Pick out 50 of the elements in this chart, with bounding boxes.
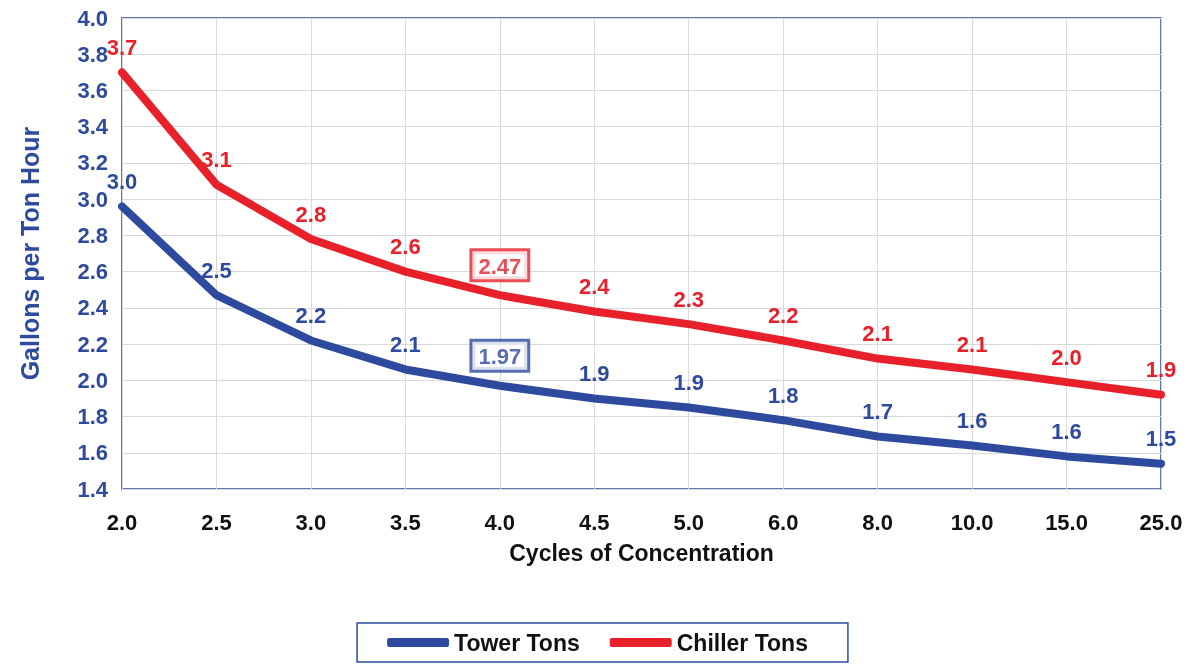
x-tick-label: 4.5	[578, 509, 610, 535]
y-tick-label: 3.4	[77, 114, 109, 140]
data-label: 2.3	[673, 286, 705, 312]
data-label: 1.6	[1051, 418, 1082, 444]
x-tick-label: 3.0	[295, 509, 327, 535]
y-tick-label: 3.6	[77, 77, 108, 103]
data-label: 2.5	[201, 257, 232, 283]
data-label: 1.9	[578, 360, 610, 386]
y-tick-label: 1.4	[77, 476, 109, 502]
x-tick-label: 25.0	[1139, 509, 1183, 535]
x-axis-title: Cycles of Concentration	[509, 539, 774, 566]
data-label: 1.9	[673, 369, 705, 395]
y-axis-title: Gallons per Ton Hour	[15, 126, 44, 381]
x-tick-label: 2.5	[201, 509, 232, 535]
data-label: 2.8	[295, 201, 327, 227]
x-tick-label: 8.0	[862, 509, 893, 535]
x-tick-label: 2.0	[106, 509, 138, 535]
data-label: 1.6	[956, 408, 988, 434]
x-tick-label: 6.0	[767, 509, 799, 535]
y-tick-label: 2.8	[77, 222, 108, 248]
y-tick-label: 2.2	[77, 331, 108, 357]
x-tick-label: 10.0	[950, 509, 994, 535]
y-tick-label: 3.2	[77, 150, 108, 176]
data-label: 2.0	[1051, 344, 1082, 370]
x-tick-label: 4.0	[484, 509, 516, 535]
legend-label: Tower Tons	[454, 629, 580, 656]
data-label: 2.2	[767, 302, 799, 328]
x-tick-label: 3.5	[390, 509, 421, 535]
data-label: 1.8	[767, 382, 799, 408]
x-tick-label: 15.0	[1045, 509, 1088, 535]
y-tick-label: 1.6	[77, 440, 108, 466]
data-label: 2.1	[956, 331, 988, 357]
y-tick-label: 1.8	[77, 404, 108, 430]
annotation: 1.97	[478, 344, 522, 370]
data-label: 2.1	[390, 331, 421, 357]
data-label: 2.2	[295, 302, 327, 328]
x-tick-label: 5.0	[673, 509, 705, 535]
y-tick-label: 4.0	[77, 5, 108, 31]
y-tick-label: 3.8	[77, 41, 108, 67]
data-label: 3.1	[201, 147, 232, 173]
data-label: 2.4	[578, 273, 611, 299]
legend-label: Chiller Tons	[676, 629, 808, 656]
annotation: 2.47	[478, 253, 522, 279]
y-tick-label: 3.0	[77, 186, 108, 212]
y-tick-label: 2.6	[77, 259, 108, 285]
data-label: 1.7	[862, 398, 893, 424]
data-label: 2.6	[390, 234, 421, 260]
y-tick-label: 2.4	[77, 295, 109, 321]
data-label: 2.1	[862, 321, 893, 347]
y-tick-label: 2.0	[77, 367, 108, 393]
